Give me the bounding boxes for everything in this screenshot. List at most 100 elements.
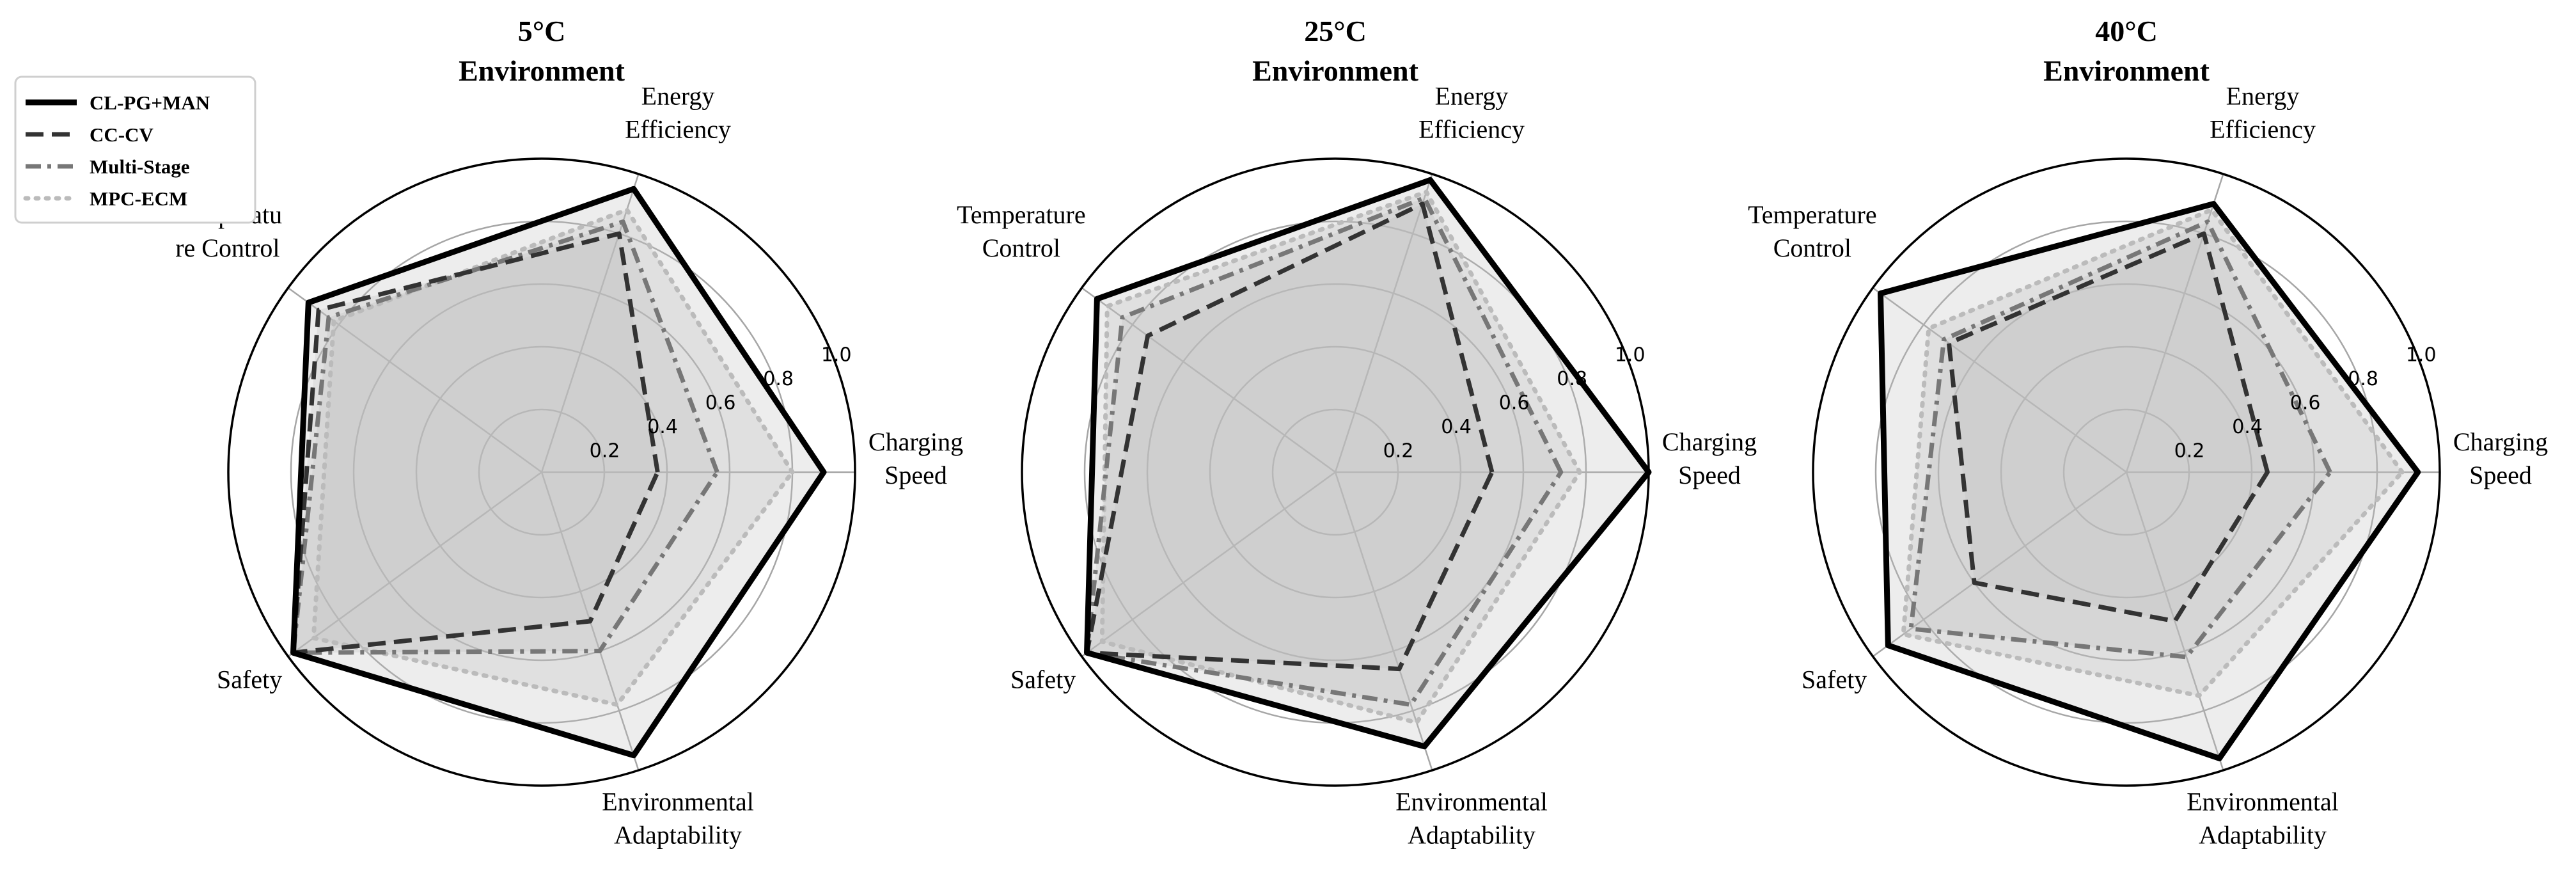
- axis-label-0: Charging Speed: [868, 427, 963, 489]
- series-fill-cl-pg-man: [293, 189, 824, 756]
- axis-label-0: Charging Speed: [1662, 427, 1757, 489]
- axis-label-1: Energy Efficiency: [1418, 81, 1525, 143]
- axis-label-line: Control: [982, 234, 1060, 262]
- axis-label-4: Environmental Adaptability: [1395, 788, 1548, 850]
- axis-label-1: Energy Efficiency: [2210, 81, 2316, 143]
- series-line-cc-cv: [291, 231, 660, 655]
- axis-label-line: Safety: [1802, 665, 1867, 694]
- axis-label-line: Speed: [884, 461, 947, 489]
- axis-label-line: Energy: [641, 81, 715, 110]
- panel-title: 25°C: [1304, 15, 1367, 47]
- axis-label-line: Charging: [2453, 427, 2548, 456]
- series-line-cl-pg-man: [1877, 201, 2421, 761]
- r-tick-label: 0.6: [2290, 392, 2321, 414]
- axis-label-line: Charging: [868, 427, 963, 456]
- axis-label-line: Temperature: [957, 200, 1086, 229]
- grid-spoke: [1081, 471, 1336, 658]
- axis-label-line: Safety: [217, 665, 282, 694]
- axis-label-4: Environmental Adaptability: [2187, 788, 2339, 850]
- series-line-cl-pg-man: [290, 186, 827, 759]
- axis-label-line: Efficiency: [625, 115, 731, 143]
- axis-label-line: Safety: [1010, 665, 1076, 694]
- series-line-multi-stage: [291, 219, 719, 655]
- axis-label-line: Energy: [1435, 81, 1509, 110]
- radar-panel-40-c: 0.2 0.4 0.6 0.8 1.0 Charging Speed Energy Effici…: [1748, 15, 2548, 850]
- axis-label-0: Charging Speed: [2453, 427, 2548, 489]
- axis-label-line: Efficiency: [1418, 115, 1525, 143]
- legend-label-cl-pg-man: CL-PG+MAN: [90, 91, 210, 114]
- axis-label-line: Energy: [2226, 81, 2300, 110]
- series-fill-cc-cv: [1087, 203, 1492, 669]
- legend: CL-PG+MAN CC-CV Multi-Stage MPC-ECM: [14, 75, 256, 224]
- panel-title: 5°C: [518, 15, 566, 47]
- axis-label-line: Adaptability: [1408, 821, 1535, 850]
- panel-subtitle: Environment: [1252, 54, 1419, 87]
- panel-subtitle: Environment: [459, 54, 625, 87]
- r-tick-label: 0.6: [705, 392, 736, 414]
- r-tick-label: 0.8: [763, 368, 794, 390]
- grid-spoke: [1872, 471, 2127, 658]
- series-line-multi-stage: [1085, 195, 1564, 707]
- r-tick-label: 0.6: [1499, 392, 1530, 414]
- axis-label-3: Safety: [1802, 665, 1867, 694]
- r-tick-label: 1.0: [1615, 344, 1645, 366]
- series-fill-mpc-ecm: [1903, 209, 2403, 696]
- radar-panel-25-c: 0.2 0.4 0.6 0.8 1.0 Charging Speed Energy Effici…: [957, 15, 1757, 850]
- axis-label-3: Safety: [1010, 665, 1076, 694]
- axis-label-2: Temperature Control: [957, 200, 1086, 262]
- radar-panel-5-c: 0.2 0.4 0.6 0.8 1.0 Charging Speed Energy Effici…: [173, 15, 963, 850]
- axis-label-line: Adaptability: [2199, 821, 2327, 850]
- axis-label-line: Control: [1773, 234, 1851, 262]
- axis-label-line: Efficiency: [2210, 115, 2316, 143]
- axis-label-line: Speed: [1678, 461, 1741, 489]
- legend-label-multi-stage: Multi-Stage: [90, 155, 190, 178]
- panel-title: 40°C: [2095, 15, 2158, 47]
- grid-spoke: [1872, 287, 2127, 473]
- series-fill-multi-stage: [293, 221, 718, 653]
- r-tick-label: 1.0: [2406, 344, 2437, 366]
- r-tick-label: 1.0: [821, 344, 852, 366]
- outer-ring: [1812, 157, 2441, 787]
- legend-box: [14, 75, 256, 224]
- axis-label-line: re Control: [175, 234, 279, 262]
- r-tick-label: 0.2: [590, 440, 620, 462]
- series-line-mpc-ecm: [311, 207, 795, 707]
- axis-label-line: Charging: [1662, 427, 1757, 456]
- axis-label-line: Temperature: [1748, 200, 1877, 229]
- axis-label-line: Speed: [2469, 461, 2532, 489]
- series-fill-cl-pg-man: [1087, 180, 1649, 747]
- axis-label-3: Safety: [217, 665, 282, 694]
- series-line-mpc-ecm: [1901, 207, 2405, 699]
- r-tick-label: 0.2: [1383, 440, 1414, 462]
- r-tick-label: 0.4: [2232, 416, 2263, 438]
- series-line-cl-pg-man: [1084, 177, 1652, 750]
- legend-label-mpc-ecm: MPC-ECM: [90, 187, 187, 210]
- grid-spoke: [1334, 173, 1433, 473]
- outer-ring: [1021, 157, 1650, 787]
- outer-ring: [227, 157, 856, 787]
- series-line-multi-stage: [1908, 219, 2332, 660]
- series-fill-cc-cv: [293, 234, 658, 653]
- series-line-mpc-ecm: [1099, 189, 1582, 725]
- series-line-cc-cv: [1085, 202, 1495, 672]
- series-fill-mpc-ecm: [1102, 191, 1580, 723]
- series-fill-multi-stage: [1911, 221, 2330, 657]
- axis-label-4: Environmental Adaptability: [602, 788, 754, 850]
- grid-spoke: [287, 471, 542, 658]
- axis-label-1: Energy Efficiency: [625, 81, 731, 143]
- axis-label-line: Environmental: [602, 788, 754, 816]
- series-fill-mpc-ecm: [313, 209, 792, 705]
- r-tick-label: 0.4: [1441, 416, 1472, 438]
- r-tick-label: 0.2: [2174, 440, 2205, 462]
- axis-label-line: Adaptability: [614, 821, 742, 850]
- r-tick-label: 0.8: [2348, 368, 2378, 390]
- axis-label-line: Environmental: [2187, 788, 2339, 816]
- series-line-cc-cv: [1947, 231, 2270, 624]
- axis-label-line: Environmental: [1395, 788, 1548, 816]
- legend-label-cc-cv: CC-CV: [90, 123, 153, 146]
- r-tick-label: 0.8: [1557, 368, 1587, 390]
- series-fill-cc-cv: [1949, 234, 2268, 622]
- r-tick-label: 0.4: [647, 416, 678, 438]
- panel-subtitle: Environment: [2043, 54, 2210, 87]
